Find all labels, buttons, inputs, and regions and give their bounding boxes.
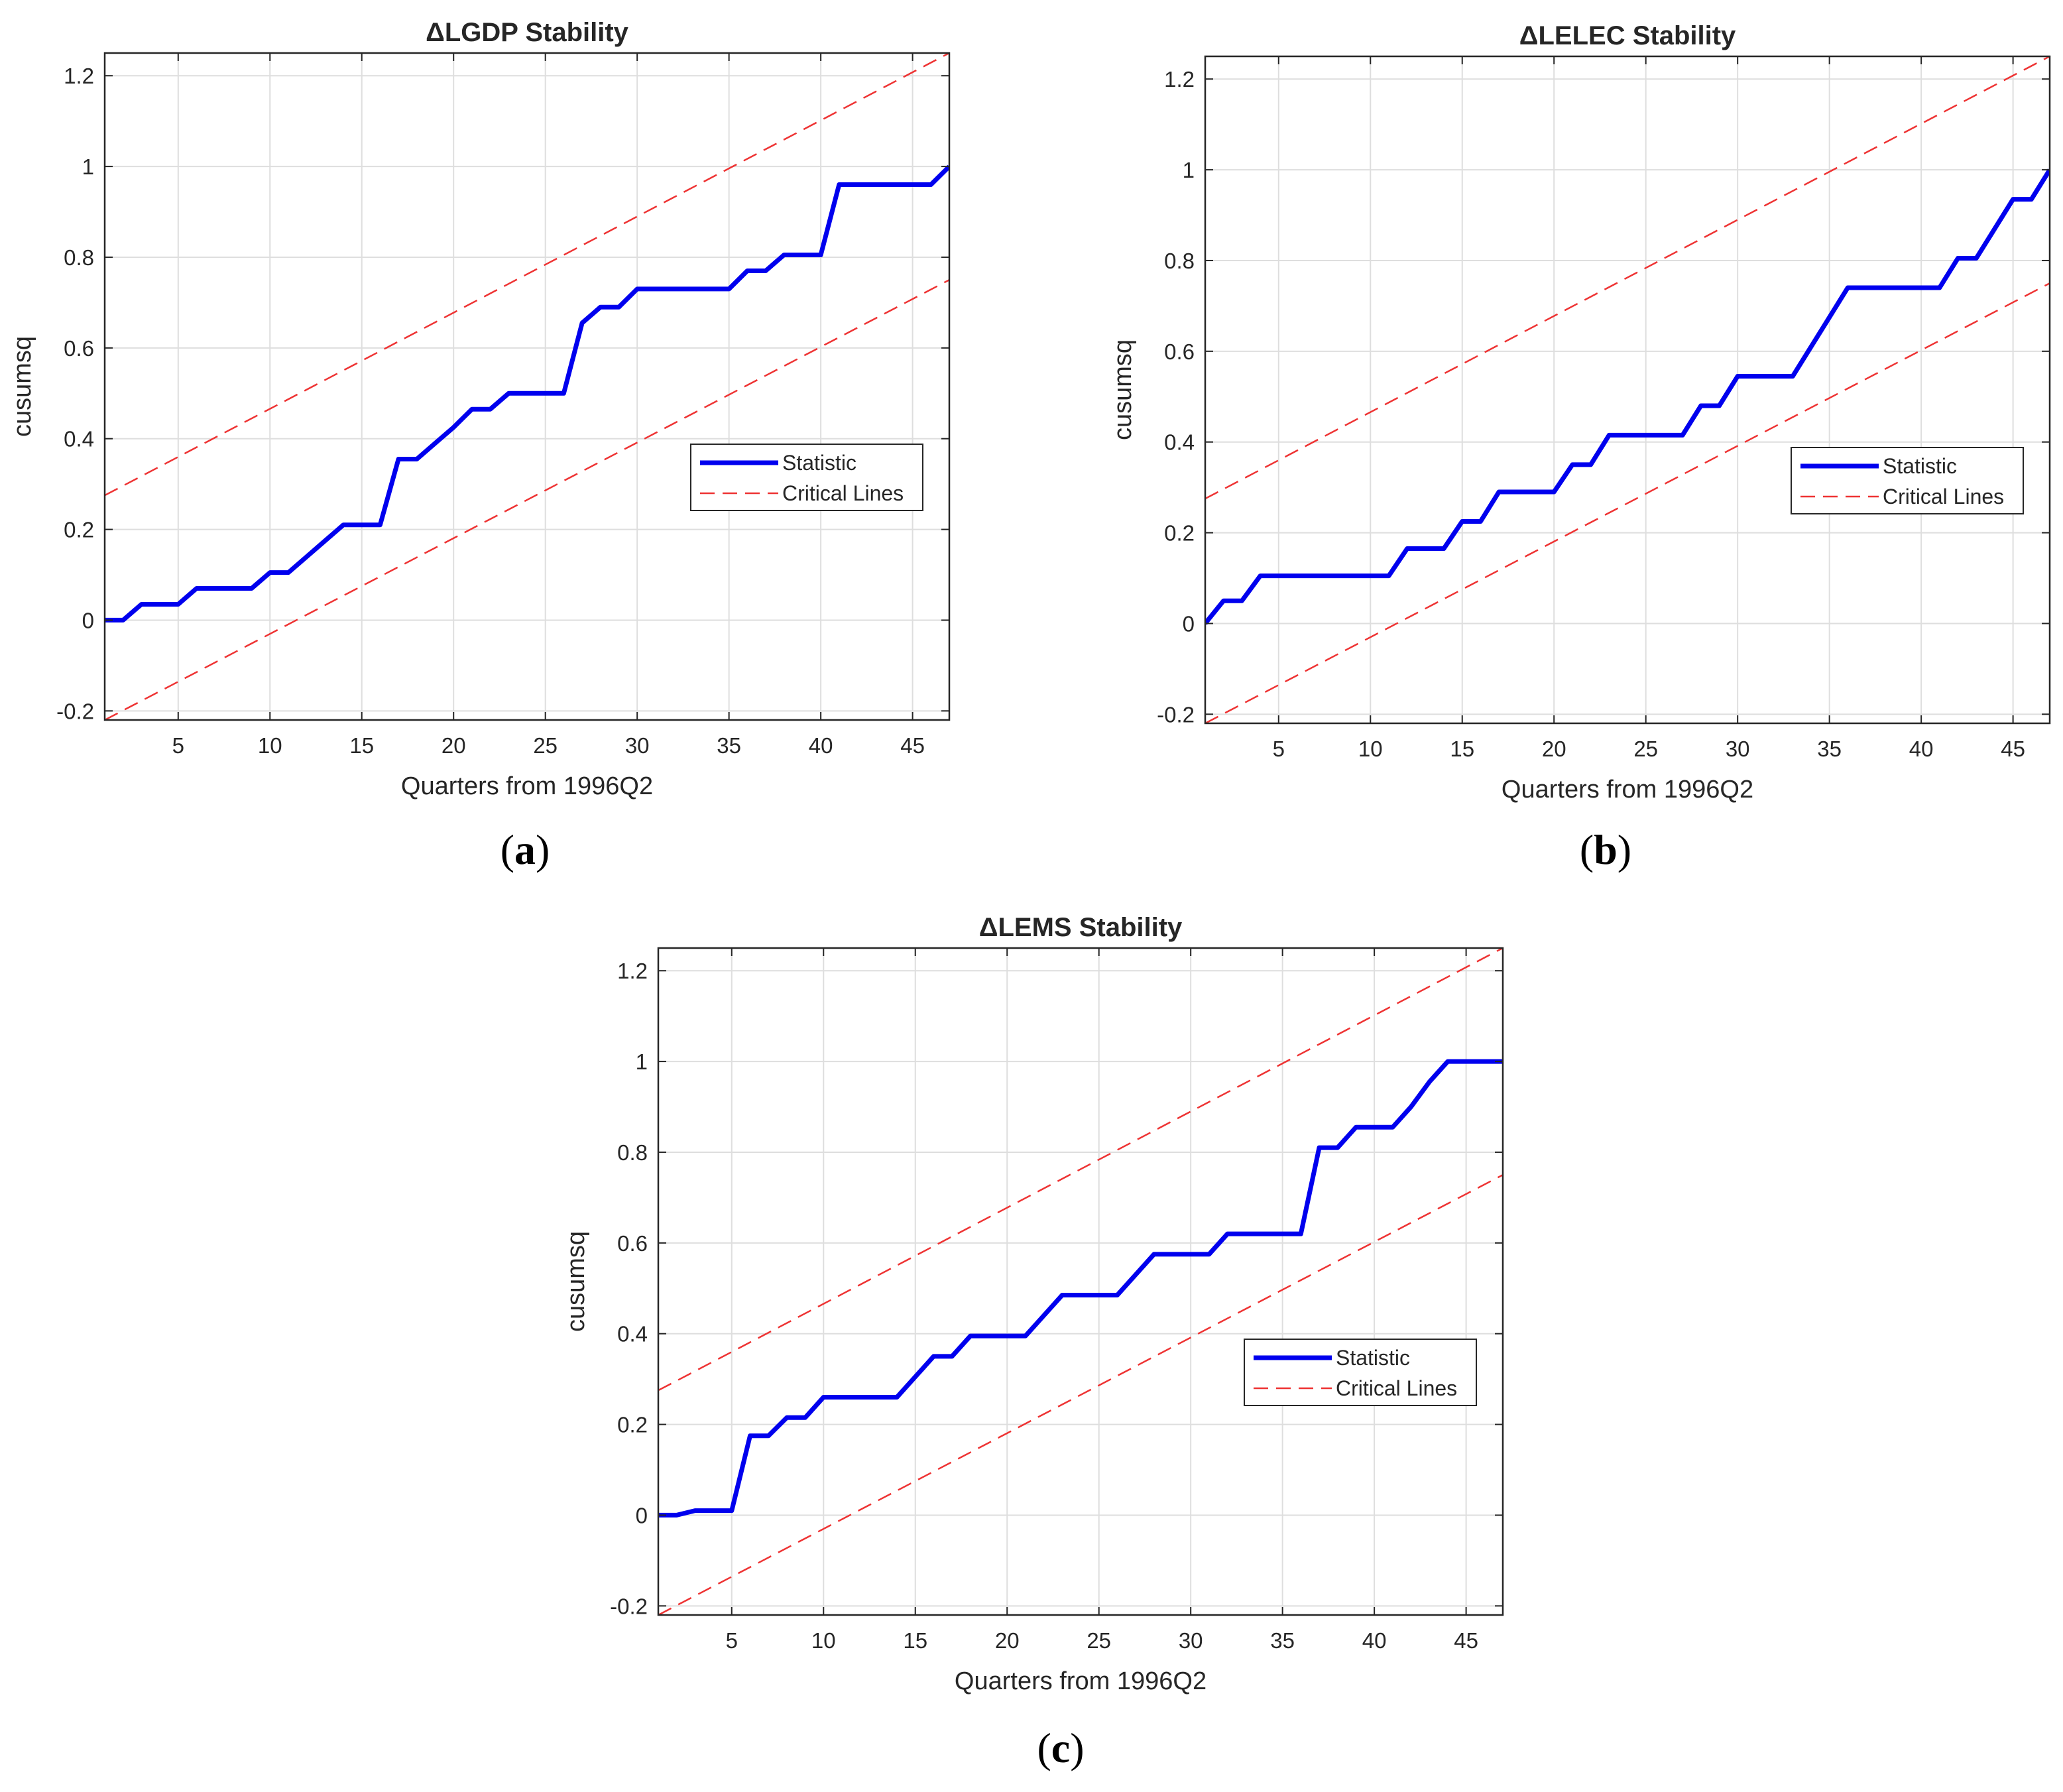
y-tick-label: 0.2 — [617, 1413, 648, 1437]
y-tick-label: 0 — [82, 608, 94, 632]
series-group — [1205, 56, 2050, 723]
x-tick-label: 10 — [258, 733, 282, 758]
x-tick-label: 10 — [1358, 737, 1383, 761]
critical-line — [1205, 56, 2050, 500]
y-tick-label: -0.2 — [56, 699, 94, 723]
y-tick-label: 0.4 — [1164, 430, 1195, 455]
y-tick-label: -0.2 — [610, 1594, 648, 1618]
x-tick-label: 25 — [1087, 1628, 1111, 1653]
legend-critical-label: Critical Lines — [1883, 485, 2004, 508]
plot-area — [1205, 56, 2050, 723]
x-tick-label: 40 — [1362, 1628, 1387, 1653]
y-tick-label: 0 — [636, 1503, 648, 1527]
chart-title: ΔLEMS Stability — [979, 913, 1183, 942]
x-tick-label: 40 — [809, 733, 833, 758]
y-tick-label: 0.6 — [617, 1231, 648, 1256]
x-tick-label: 45 — [900, 733, 925, 758]
legend-box — [1791, 447, 2024, 514]
y-tick-label: 0.8 — [64, 245, 94, 270]
y-tick-label: 0.2 — [64, 518, 94, 542]
x-tick-label: 35 — [717, 733, 741, 758]
x-tick-label: 15 — [1450, 737, 1474, 761]
chart-panel-a: 5 10 15 20 25 30 35 40 45 -0.2 0 0.2 0.4 0.6 0.8 1 1.2 ΔL… — [0, 0, 981, 815]
y-tick-label: 0.2 — [1164, 521, 1195, 546]
x-tick-label: 10 — [811, 1628, 836, 1653]
y-tick-label: 0.6 — [1164, 339, 1195, 364]
x-axis-label: Quarters from 1996Q2 — [955, 1667, 1207, 1695]
y-axis-label: cusumsq — [9, 336, 36, 437]
legend-statistic-label: Statistic — [1883, 454, 1957, 478]
x-tick-label: 5 — [172, 733, 184, 758]
critical-line — [658, 1174, 1503, 1615]
legend: Statistic Critical Lines — [690, 444, 923, 511]
legend: Statistic Critical Lines — [1791, 447, 2024, 514]
x-tick-label: 20 — [442, 733, 466, 758]
x-tick-label: 40 — [1909, 737, 1934, 761]
x-tick-label: 15 — [903, 1628, 927, 1653]
caption-c: (c) — [1037, 1724, 1085, 1771]
x-tick-label: 5 — [1273, 737, 1285, 761]
x-tick-label: 20 — [995, 1628, 1020, 1653]
x-tick-label: 20 — [1542, 737, 1566, 761]
caption-a: (a) — [500, 826, 550, 873]
axes-box — [1204, 55, 2051, 725]
plot-area — [658, 948, 1503, 1615]
x-tick-label: 25 — [1633, 737, 1658, 761]
x-tick-label: 30 — [1179, 1628, 1203, 1653]
x-tick-label: 30 — [1726, 737, 1750, 761]
plot-area — [105, 53, 949, 720]
x-axis-label: Quarters from 1996Q2 — [401, 772, 653, 800]
x-tick-label: 5 — [726, 1628, 738, 1653]
y-axis-label: cusumsq — [1109, 339, 1137, 440]
x-tick-label: 45 — [2001, 737, 2025, 761]
cusumsq-chart-c: 5 10 15 20 25 30 35 40 45 -0.2 0 0.2 0.4 0.6 0.8 1 1.2 ΔL… — [562, 913, 1504, 1695]
y-tick-label: 0.4 — [617, 1322, 648, 1346]
y-tick-label: 1.2 — [617, 959, 648, 983]
y-tick-label: 1.2 — [1164, 67, 1195, 91]
critical-line — [658, 948, 1503, 1392]
critical-line — [1205, 282, 2050, 723]
y-tick-label: 0.6 — [64, 336, 94, 361]
caption-b: (b) — [1579, 826, 1632, 873]
critical-line — [105, 53, 949, 497]
axes-box — [103, 52, 951, 721]
chart-title: ΔLGDP Stability — [426, 18, 629, 47]
y-tick-label: 0 — [1183, 611, 1195, 636]
legend-critical-label: Critical Lines — [782, 481, 904, 505]
y-tick-label: 1 — [636, 1049, 648, 1074]
critical-line — [105, 279, 949, 720]
chart-panel-b: 5 10 15 20 25 30 35 40 45 -0.2 0 0.2 0.4 0.6 0.8 1 1.2 ΔL… — [1100, 3, 2063, 819]
statistic-line — [105, 164, 949, 623]
legend-box — [1244, 1339, 1477, 1406]
x-tick-label: 35 — [1817, 737, 1842, 761]
chart-title: ΔLELEC Stability — [1519, 21, 1736, 50]
y-axis-label: cusumsq — [562, 1231, 590, 1332]
y-tick-label: 0.8 — [617, 1140, 648, 1165]
legend-box — [690, 444, 923, 511]
y-tick-label: 1 — [82, 154, 94, 179]
series-group — [658, 948, 1503, 1615]
x-axis-label: Quarters from 1996Q2 — [1502, 776, 1753, 804]
x-tick-label: 30 — [625, 733, 650, 758]
legend-critical-label: Critical Lines — [1336, 1376, 1457, 1400]
statistic-line — [1205, 168, 2050, 625]
cusumsq-chart-b: 5 10 15 20 25 30 35 40 45 -0.2 0 0.2 0.4 0.6 0.8 1 1.2 ΔL… — [1109, 21, 2051, 804]
series-group — [105, 53, 949, 720]
x-tick-label: 35 — [1270, 1628, 1295, 1653]
y-tick-label: 1.2 — [64, 64, 94, 88]
x-tick-label: 15 — [349, 733, 374, 758]
x-tick-label: 25 — [533, 733, 558, 758]
y-tick-label: 1 — [1183, 158, 1195, 182]
legend: Statistic Critical Lines — [1244, 1339, 1477, 1406]
y-tick-label: -0.2 — [1157, 702, 1195, 727]
chart-panel-c: 5 10 15 20 25 30 35 40 45 -0.2 0 0.2 0.4 0.6 0.8 1 1.2 ΔL… — [554, 895, 1535, 1710]
legend-statistic-label: Statistic — [1336, 1346, 1410, 1370]
y-tick-label: 0.4 — [64, 427, 94, 451]
axes-box — [657, 947, 1504, 1616]
legend-statistic-label: Statistic — [782, 451, 856, 475]
y-tick-label: 0.8 — [1164, 249, 1195, 273]
cusumsq-chart-a: 5 10 15 20 25 30 35 40 45 -0.2 0 0.2 0.4 0.6 0.8 1 1.2 ΔL… — [9, 18, 951, 800]
x-tick-label: 45 — [1454, 1628, 1478, 1653]
statistic-line — [658, 1059, 1503, 1518]
